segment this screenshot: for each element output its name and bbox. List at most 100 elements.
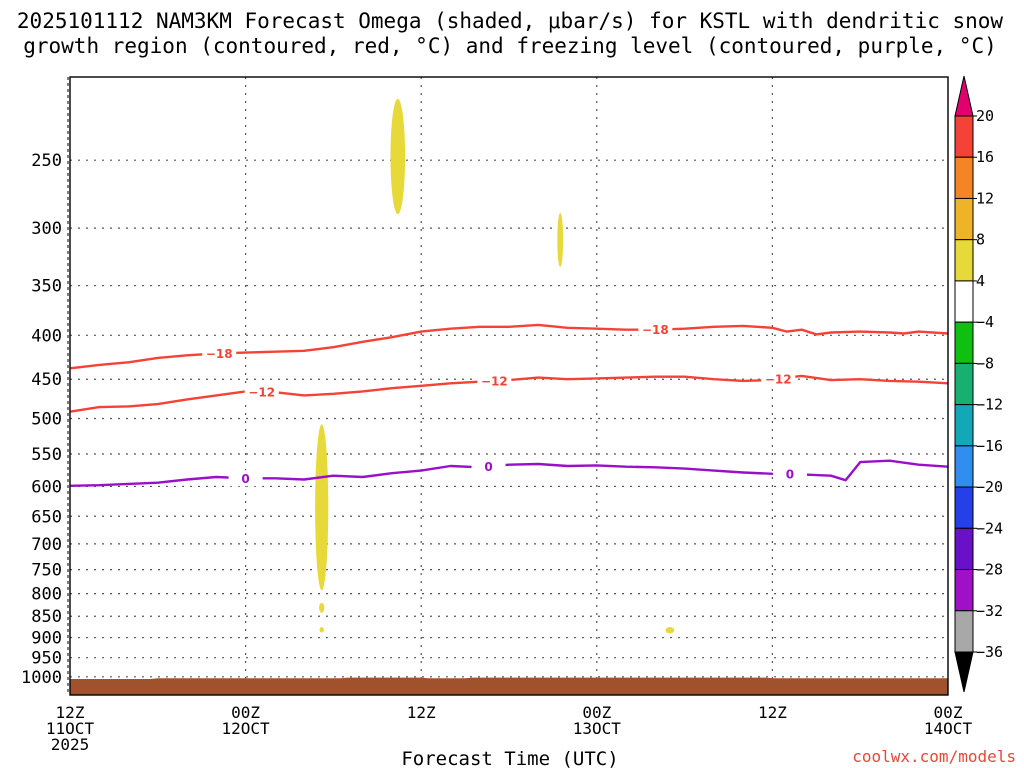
contour-lines: −18 −18 −12 −12 −12 0 0 0 — [69, 321, 949, 487]
colorbar-tick-label-3: 8 — [976, 231, 985, 249]
colorbar-top-triangle — [954, 75, 974, 117]
colorbar-tick-label-11: −28 — [976, 561, 1003, 579]
contour-label-2-2: 0 — [786, 468, 794, 482]
colorbar-tick-label-8: −16 — [976, 437, 1003, 455]
y-tick-label-400: 400 — [31, 326, 62, 346]
terrain — [70, 677, 948, 695]
omega-region-2 — [315, 424, 329, 591]
contour-label-1-2: −12 — [765, 373, 792, 387]
colorbar-box-5 — [954, 321, 974, 364]
y-tick-label-500: 500 — [31, 409, 62, 429]
y-tick-label-800: 800 — [31, 585, 62, 605]
chart-title-line-1: 2025101112 NAM3KM Forecast Omega (shaded… — [17, 9, 1004, 33]
y-tick-label-650: 650 — [31, 507, 62, 527]
contour-label-0-0: −18 — [206, 347, 233, 361]
contour-label-bg-2-2 — [772, 466, 807, 483]
contour-label-bg-0-0 — [202, 345, 237, 362]
terrain-fill — [70, 677, 948, 695]
x-tick-line-5-1: 14OCT — [924, 719, 973, 738]
contour-label-bg-2-1 — [471, 458, 506, 475]
colorbar-box-7 — [954, 404, 974, 447]
x-tick-label-2: 12Z — [407, 703, 436, 722]
contour-line-1 — [69, 374, 949, 413]
x-axis-label: Forecast Time (UTC) — [401, 748, 618, 768]
contour-line-2 — [69, 459, 949, 487]
y-tick-label-1000: 1000 — [21, 668, 62, 688]
x-tick-label-4: 12Z — [758, 703, 787, 722]
omega-region-0 — [390, 98, 406, 215]
x-tick-line-4-0: 12Z — [758, 703, 787, 722]
x-tick-line-0-0: 12Z — [56, 703, 85, 722]
y-tick-label-700: 700 — [31, 535, 62, 555]
y-tick-label-250: 250 — [31, 151, 62, 171]
colorbar-box-9 — [954, 486, 974, 529]
x-tick-line-0-1: 11OCT — [46, 719, 95, 738]
omega-region-5 — [665, 627, 675, 634]
colorbar-box-11 — [954, 569, 974, 612]
y-tick-label-900: 900 — [31, 629, 62, 649]
y-tick-label-750: 750 — [31, 561, 62, 581]
x-tick-label-1: 00Z 12OCT — [222, 703, 271, 738]
colorbar-tick-label-0: 20 — [976, 107, 994, 125]
credit-text: coolwx.com/models — [852, 747, 1016, 766]
x-tick-line-2-0: 12Z — [407, 703, 436, 722]
colorbar-tick-label-10: −24 — [976, 519, 1003, 537]
y-tick-label-550: 550 — [31, 445, 62, 465]
contour-label-2-1: 0 — [484, 460, 492, 474]
y-tick-label-450: 450 — [31, 370, 62, 390]
y-tick-label-850: 850 — [31, 607, 62, 627]
colorbar-box-10 — [954, 527, 974, 571]
contour-label-bg-1-2 — [761, 371, 796, 388]
contour-label-bg-2-0 — [228, 470, 263, 487]
x-tick-line-0-2: 2025 — [51, 735, 90, 754]
x-tick-line-3-1: 13OCT — [573, 719, 622, 738]
colorbar-tick-label-5: −4 — [976, 313, 994, 331]
colorbar-box-8 — [954, 445, 974, 488]
contour-label-bg-1-0 — [244, 383, 279, 400]
chart-title-line-2: growth region (contoured, red, °C) and f… — [23, 34, 997, 58]
colorbar-tick-label-13: −36 — [976, 643, 1003, 661]
colorbar-bottom-triangle — [954, 651, 974, 693]
colorbar-tick-label-1: 16 — [976, 148, 994, 166]
contour-label-2-0: 0 — [241, 472, 249, 486]
colorbar-box-12 — [954, 610, 974, 653]
colorbar: 20 16 12 8 4 −4 −8 −12 −16 −20 −24 −28 −32 −36 — [954, 75, 1003, 693]
colorbar-tick-label-9: −20 — [976, 478, 1003, 496]
y-axis-ticks: 2503003504004505005506006507007508008509… — [21, 151, 62, 688]
colorbar-box-4 — [954, 280, 974, 323]
contour-label-bg-1-1 — [477, 372, 512, 389]
contour-label-1-1: −12 — [481, 374, 508, 388]
y-tick-label-350: 350 — [31, 277, 62, 297]
colorbar-tick-label-2: 12 — [976, 189, 994, 207]
colorbar-tick-label-12: −32 — [976, 602, 1003, 620]
contour-label-0-1: −18 — [642, 323, 669, 337]
x-tick-line-1-1: 12OCT — [222, 719, 271, 738]
contour-label-1-0: −12 — [248, 385, 275, 399]
x-tick-line-3-0: 00Z — [582, 703, 611, 722]
colorbar-box-2 — [954, 197, 974, 241]
plot-frame — [67, 76, 949, 696]
y-tick-label-600: 600 — [31, 477, 62, 497]
x-tick-line-1-0: 00Z — [231, 703, 260, 722]
y-tick-label-300: 300 — [31, 219, 62, 239]
x-tick-label-5: 00Z 14OCT — [924, 703, 973, 738]
colorbar-tick-label-6: −8 — [976, 354, 994, 372]
y-tick-label-950: 950 — [31, 649, 62, 669]
contour-label-bg-0-1 — [638, 321, 673, 338]
colorbar-box-3 — [954, 239, 974, 282]
colorbar-tick-label-7: −12 — [976, 396, 1003, 414]
omega-shading — [315, 98, 675, 634]
omega-region-3 — [319, 602, 325, 613]
omega-region-1 — [557, 212, 564, 268]
colorbar-box-6 — [954, 362, 974, 406]
colorbar-box-0 — [954, 115, 974, 158]
x-tick-line-5-0: 00Z — [934, 703, 963, 722]
omega-region-4 — [319, 627, 324, 633]
colorbar-box-1 — [954, 156, 974, 199]
x-tick-label-0: 12Z 11OCT 2025 — [46, 703, 95, 754]
colorbar-tick-label-4: 4 — [976, 272, 985, 290]
plot-border — [69, 76, 949, 696]
x-tick-label-3: 00Z 13OCT — [573, 703, 622, 738]
